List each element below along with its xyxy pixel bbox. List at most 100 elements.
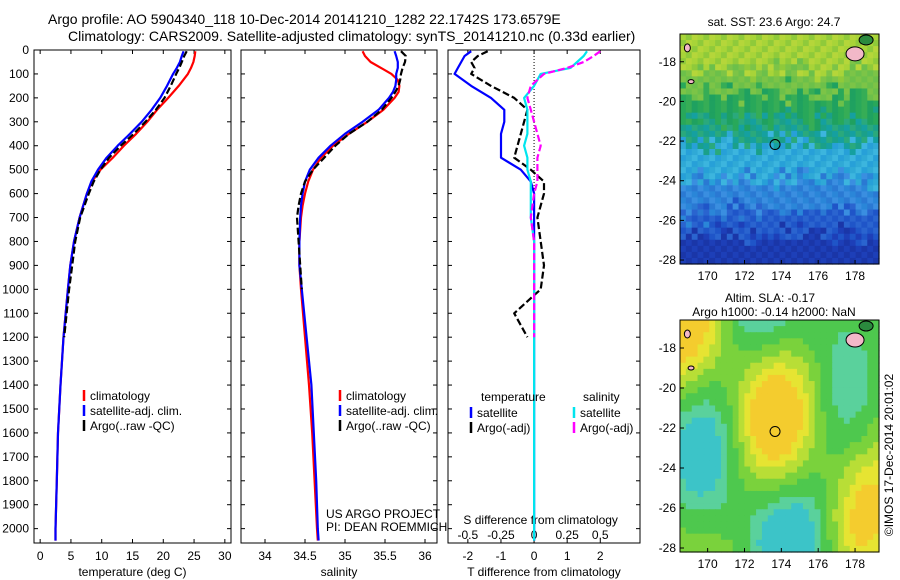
map-cell [756,179,763,186]
map-cell [826,88,833,96]
map-cell [808,484,816,492]
map-cell [832,338,839,346]
map-cell [773,130,781,138]
map-cell [685,527,693,535]
map-cell [726,503,734,510]
map-cell [715,52,722,59]
map-cell [820,521,827,529]
map-cell [738,227,745,235]
map-cell [697,429,705,437]
map-cell [726,454,734,462]
map-cell [785,350,792,358]
map-cell [709,490,716,498]
map-cell [709,40,716,47]
map-cell [738,167,745,174]
map-cell [715,411,722,419]
map-cell [767,344,775,352]
map-cell [680,191,687,199]
map-cell [820,503,827,510]
map-cell [680,466,687,474]
map-cell [849,344,857,352]
map-cell [767,521,775,529]
map-cell [750,368,757,376]
map-cell [773,484,781,492]
map-cell [867,112,874,120]
map-cell [715,173,722,180]
map-cell [838,362,845,370]
map-cell [732,497,740,504]
map-cell [797,215,804,223]
map-cell [826,185,833,192]
legend-label: satellite [580,406,621,420]
map-cell [808,52,816,59]
map-cell [744,429,751,437]
map-cell [773,191,781,199]
map-cell [808,58,816,65]
map-cell [761,399,769,407]
map-cell [744,545,751,553]
map-cell [802,118,810,126]
map-cell [791,490,798,498]
map-cell [779,338,786,346]
map-cell [791,350,798,358]
map-cell [779,436,786,443]
map-cell [726,173,734,180]
map-cell [761,118,769,126]
map-cell [797,124,804,132]
map-cell [744,466,751,474]
map-cell [785,167,792,174]
map-cell [691,46,699,53]
series-line-salinity-0 [298,50,401,541]
map-cell [838,423,845,431]
map-cell [808,136,816,144]
map-cell [685,88,693,96]
map-cell [715,387,722,394]
map-cell [750,503,757,510]
map-cell [838,539,845,547]
map-cell [779,356,786,364]
map-cell [802,58,810,65]
map-cell [773,257,781,265]
map-cell [797,381,804,388]
map-cell [838,436,845,443]
map-cell [867,448,874,455]
map-cell [820,350,827,358]
map-cell [773,356,781,364]
map-cell [680,227,687,235]
map-cell [873,417,880,425]
map-cell [756,460,763,468]
map-cell [791,503,798,510]
map-cell [873,52,880,59]
map-cell [843,497,851,504]
map-cell [703,245,710,253]
map-cell [720,362,728,370]
map-cell [855,356,863,364]
map-cell [744,381,751,388]
map-cell [779,136,786,144]
map-cell [826,320,833,327]
map-cell [773,338,781,346]
map-cell [685,423,693,431]
map-cell [726,338,734,346]
map-cell [826,76,833,84]
map-cell [738,221,745,229]
map-cell [867,545,874,553]
map-cell [826,245,833,253]
map-cell [797,454,804,462]
map-cell [738,326,745,333]
map-cell [826,478,833,486]
map-cell [709,136,716,144]
map-cell [756,82,763,90]
map-cell [832,70,839,77]
map-cell [873,142,880,150]
map-cell [756,527,763,535]
map-cell [697,411,705,419]
map-cell [861,106,868,114]
map-cell [873,374,880,382]
map-cell [709,362,716,370]
map-cell [756,70,763,77]
map-cell [756,100,763,108]
map-cell [838,460,845,468]
map-cell [720,545,728,553]
map-cell [697,332,705,339]
